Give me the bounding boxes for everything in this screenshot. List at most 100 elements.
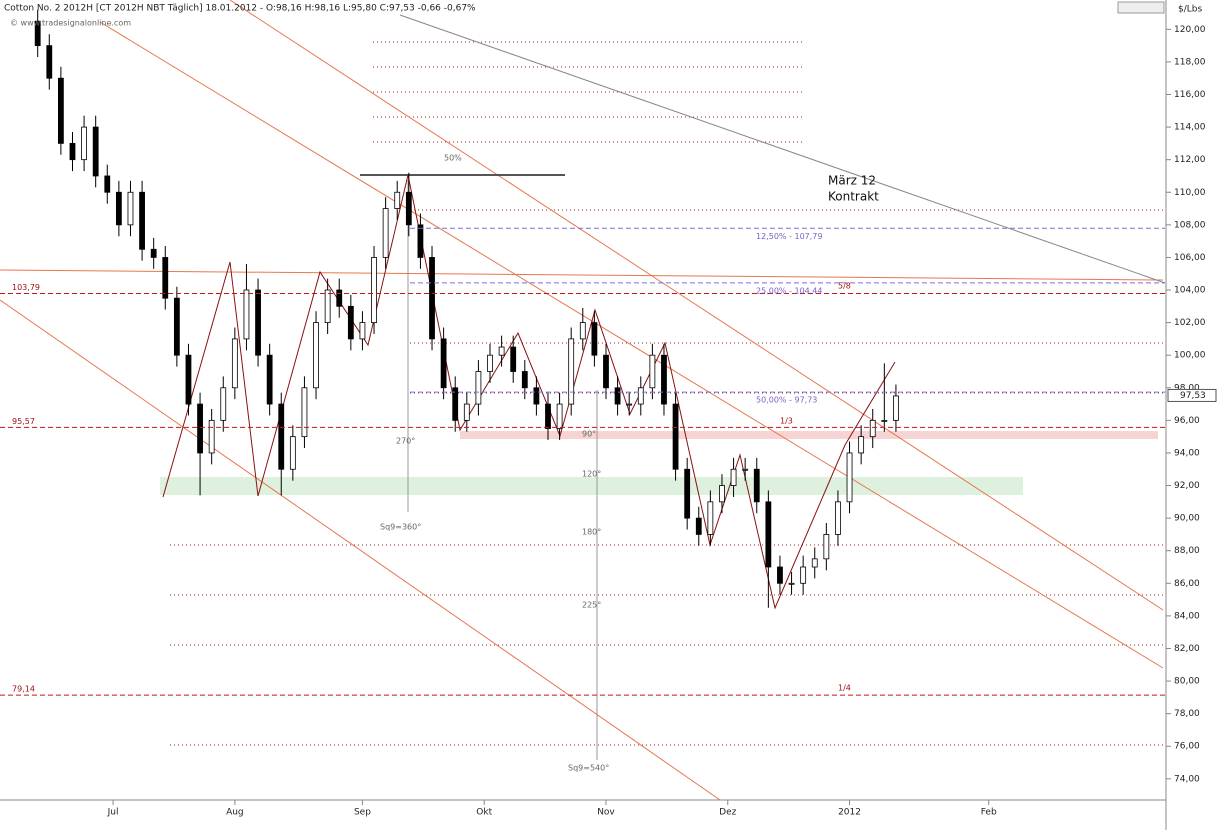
unit: $/Lbs	[1178, 5, 1202, 15]
toolbar[interactable]	[1117, 1, 1165, 14]
x-tick-label: Dez	[719, 808, 736, 818]
candle-body	[545, 403, 551, 429]
header: Cotton No. 2 2012H [CT 2012H NBT Täglich…	[4, 4, 476, 14]
candle-body	[626, 403, 633, 406]
candle-body	[846, 452, 853, 503]
candle-body	[510, 346, 517, 372]
y-tick-label: 106,00	[1174, 253, 1206, 263]
candle-body	[893, 395, 899, 421]
y-tick-label: 100,00	[1174, 351, 1206, 361]
level-label: 95,57	[12, 417, 35, 426]
fib-label: 50,00% - 97,73	[756, 396, 817, 405]
x-tick-label: Sep	[354, 808, 371, 818]
annotation: 180°	[582, 528, 601, 537]
candle-body	[46, 45, 53, 79]
y-tick-label: 102,00	[1174, 318, 1206, 328]
annotation: 1/4	[838, 684, 851, 693]
candle-body	[661, 354, 667, 405]
annotation: März 12	[828, 174, 876, 188]
candle-body	[127, 191, 134, 226]
fib-label: 25,00% - 104,44	[756, 286, 822, 295]
y-tick-label: 120,00	[1174, 25, 1206, 35]
candle-body	[765, 501, 772, 568]
candle-body	[255, 289, 261, 356]
y-tick-label: 82,00	[1174, 644, 1200, 654]
y-tick-label: 76,00	[1174, 742, 1200, 752]
candle-body	[57, 77, 64, 144]
candle-body	[475, 371, 482, 405]
annotation: 120°	[582, 470, 601, 479]
candle-body	[139, 191, 145, 250]
candle-body	[92, 126, 99, 177]
candle-body	[591, 322, 598, 356]
candle-body	[324, 289, 331, 324]
y-tick-label: 94,00	[1174, 448, 1200, 458]
candle-body	[463, 403, 470, 421]
candle-body	[487, 354, 493, 372]
y-tick-label: 98,00	[1174, 383, 1200, 393]
candle-body	[835, 501, 841, 535]
candle-body	[313, 322, 319, 389]
copyright: © www.tradesignalonline.com	[10, 19, 131, 28]
candle-body	[429, 257, 435, 340]
y-tick-label: 86,00	[1174, 579, 1200, 589]
x-tick-label: Nov	[597, 808, 615, 818]
y-tick-label: 114,00	[1174, 123, 1206, 133]
y-tick-label: 90,00	[1174, 514, 1200, 524]
candle-body	[823, 534, 830, 560]
candle-body	[336, 289, 343, 307]
nav-buttons[interactable]	[1117, 1, 1165, 14]
candle-body	[278, 403, 285, 470]
candle-body	[719, 485, 725, 503]
candle-body	[521, 371, 528, 389]
price-tag-label: 97,53	[1180, 391, 1206, 401]
candle-body	[197, 403, 203, 454]
candle-body	[614, 387, 621, 405]
annotation: Sq9=360°	[380, 523, 421, 532]
candle-body	[394, 191, 401, 209]
candle-body	[730, 468, 737, 486]
x-tick-label: Aug	[226, 808, 244, 818]
candle-body	[405, 191, 412, 226]
y-tick-label: 104,00	[1174, 286, 1206, 296]
candle-body	[220, 387, 227, 421]
y-tick-label: 80,00	[1174, 677, 1200, 687]
y-tick-label: 78,00	[1174, 709, 1200, 719]
candle-body	[301, 387, 308, 438]
candle-body	[684, 468, 691, 519]
y-tick-label: 88,00	[1174, 546, 1200, 556]
annotation: 270°	[396, 437, 415, 446]
candle-body	[568, 338, 575, 405]
candle-body	[231, 338, 238, 389]
level-label: 79,14	[12, 685, 35, 694]
candle-body	[162, 257, 169, 299]
candle-body	[695, 517, 702, 535]
candle-body	[452, 387, 459, 421]
trend-lines	[0, 0, 1164, 801]
x-tick-label: 2012	[838, 808, 861, 818]
x-tick-label: Okt	[476, 808, 492, 818]
candle-body	[347, 305, 354, 340]
candle-body	[382, 208, 389, 258]
candle-body	[811, 558, 818, 568]
candle-body	[649, 354, 656, 389]
candle-body	[34, 20, 41, 47]
candle-body	[556, 403, 563, 429]
fib-label: 12,50% - 107,79	[756, 232, 822, 241]
candle-body	[69, 142, 76, 161]
y-tick-label: 96,00	[1174, 416, 1200, 426]
level-label: 103,79	[12, 283, 40, 292]
candle-body	[881, 419, 888, 422]
candle-body	[800, 566, 807, 584]
y-tick-label: 108,00	[1174, 220, 1206, 230]
y-tick-label: 84,00	[1174, 611, 1200, 621]
candle-body	[208, 419, 215, 454]
candle-body	[788, 582, 795, 585]
candle-body	[498, 346, 505, 356]
candle-body	[707, 501, 714, 535]
dotted-levels	[170, 41, 1163, 746]
long-trend	[399, 14, 1166, 284]
y-tick-label: 116,00	[1174, 90, 1206, 100]
